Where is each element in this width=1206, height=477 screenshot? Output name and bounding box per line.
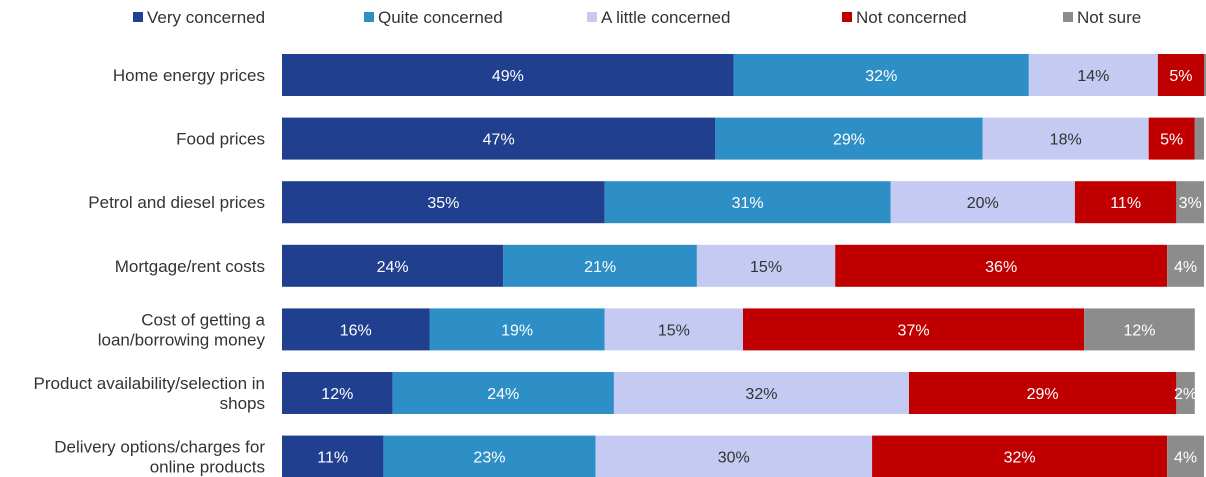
category-label: Mortgage/rent costs [115, 257, 265, 276]
bar-row-petrol-and-diesel-prices: 35% 31% 20% 11% 3% [282, 181, 1204, 224]
bar-segment-not-sure [1084, 308, 1195, 351]
data-label: 11% [317, 450, 348, 467]
bar-segment-quite-concerned [392, 372, 614, 414]
bar-segment-quite-concerned [733, 54, 1029, 96]
data-label: 32% [1004, 450, 1036, 467]
category-labels: Home energy prices Food prices Petrol and … [33, 66, 265, 477]
data-label: 4% [1174, 450, 1197, 467]
bar-segment-a-little-concerned [604, 308, 743, 351]
legend-swatch-not-sure [1063, 12, 1073, 22]
bar-row-food-prices: 47% 29% 18% 5% [282, 117, 1204, 160]
bar-segment-not-concerned [835, 244, 1168, 287]
data-label: 37% [898, 322, 930, 339]
bar-row-mortgage-rent-costs: 24% 21% 15% 36% 4% [282, 244, 1204, 287]
data-label: 15% [750, 259, 782, 276]
data-label: 19% [501, 322, 533, 339]
data-label: 30% [718, 450, 750, 467]
data-label: 11% [1110, 195, 1141, 212]
bar-row-cost-of-getting-a-loan-borrowing-money: 16% 19% 15% 37% 12% [282, 308, 1195, 351]
bar-segment-not-concerned [1074, 181, 1177, 224]
data-label: 47% [483, 132, 515, 149]
bar-segment-very-concerned [282, 435, 384, 477]
category-label: loan/borrowing money [98, 330, 266, 349]
data-label: 4% [1174, 259, 1197, 276]
bar-segment-not-sure [1204, 54, 1206, 96]
bar-segment-not-concerned [1157, 54, 1204, 96]
bar-segment-quite-concerned [715, 117, 983, 160]
bar-segment-not-concerned [1148, 117, 1195, 160]
bar-segment-not-concerned [908, 372, 1177, 414]
legend-label-not-concerned: Not concerned [856, 8, 967, 27]
data-label: 2% [1174, 386, 1197, 403]
data-label: 29% [833, 132, 865, 149]
bar-segment-very-concerned [282, 372, 393, 414]
legend-label-quite-concerned: Quite concerned [378, 8, 503, 27]
bar-segment-a-little-concerned [696, 244, 836, 287]
bar-segment-very-concerned [282, 244, 504, 287]
bar-segment-a-little-concerned [1028, 54, 1158, 96]
data-label: 32% [865, 68, 897, 85]
data-label: 24% [487, 386, 519, 403]
data-label: 12% [321, 386, 353, 403]
data-label: 29% [1027, 386, 1059, 403]
category-label: Home energy prices [113, 66, 265, 85]
data-label: 35% [427, 195, 459, 212]
bar-segment-very-concerned [282, 54, 734, 96]
bar-segment-very-concerned [282, 181, 605, 224]
bar-segment-a-little-concerned [982, 117, 1149, 160]
bar-row-delivery-options-charges-for-online-products: 11% 23% 30% 32% 4% [282, 435, 1204, 477]
bar-segment-not-concerned [743, 308, 1085, 351]
category-label: shops [220, 394, 265, 413]
bar-segment-quite-concerned [429, 308, 605, 351]
legend-label-a-little-concerned: A little concerned [601, 8, 730, 27]
data-label: 5% [1160, 132, 1183, 149]
data-label: 49% [492, 68, 524, 85]
category-label: Product availability/selection in [33, 374, 265, 393]
data-label: 20% [967, 195, 999, 212]
data-label: 12% [1123, 322, 1155, 339]
data-label: 24% [377, 259, 409, 276]
bar-segment-a-little-concerned [613, 372, 909, 414]
bar-row-home-energy-prices: 49% 32% 14% 5% [282, 54, 1206, 96]
legend: Very concerned Quite concerned A little co… [133, 8, 1141, 27]
bar-segment-not-sure [1176, 181, 1204, 224]
data-label: 31% [732, 195, 764, 212]
data-label: 16% [340, 322, 372, 339]
legend-swatch-a-little-concerned [587, 12, 597, 22]
data-label: 5% [1169, 68, 1192, 85]
bars: 49% 32% 14% 5%47% 29% 18% 5%35% 31% 20% 11% 3%24% 2… [282, 54, 1206, 477]
category-label: Delivery options/charges for [54, 438, 265, 457]
data-label: 36% [985, 259, 1017, 276]
bar-segment-not-concerned [872, 435, 1168, 477]
data-label: 15% [658, 322, 690, 339]
bar-segment-quite-concerned [383, 435, 596, 477]
data-label: 23% [473, 450, 505, 467]
legend-label-not-sure: Not sure [1077, 8, 1141, 27]
category-label: online products [150, 458, 265, 477]
data-label: 3% [1179, 195, 1202, 212]
category-label: Food prices [176, 130, 265, 149]
legend-label-very-concerned: Very concerned [147, 8, 265, 27]
bar-segment-very-concerned [282, 117, 716, 160]
bar-row-product-availability-selection-in-shops: 12% 24% 32% 29% 2% [282, 372, 1197, 414]
data-label: 21% [584, 259, 616, 276]
bar-segment-not-sure [1176, 372, 1195, 414]
bar-segment-not-sure [1167, 435, 1204, 477]
category-label: Petrol and diesel prices [88, 193, 265, 212]
bar-segment-not-sure [1167, 244, 1204, 287]
data-label: 14% [1077, 68, 1109, 85]
data-label: 32% [745, 386, 777, 403]
bar-segment-quite-concerned [503, 244, 697, 287]
legend-swatch-quite-concerned [364, 12, 374, 22]
bar-segment-very-concerned [282, 308, 430, 351]
data-label: 18% [1050, 132, 1082, 149]
bar-segment-not-sure [1194, 117, 1204, 160]
legend-swatch-not-concerned [842, 12, 852, 22]
category-label: Cost of getting a [141, 310, 265, 329]
bar-segment-a-little-concerned [890, 181, 1075, 224]
legend-swatch-very-concerned [133, 12, 143, 22]
bar-segment-a-little-concerned [595, 435, 873, 477]
bar-segment-quite-concerned [604, 181, 891, 224]
